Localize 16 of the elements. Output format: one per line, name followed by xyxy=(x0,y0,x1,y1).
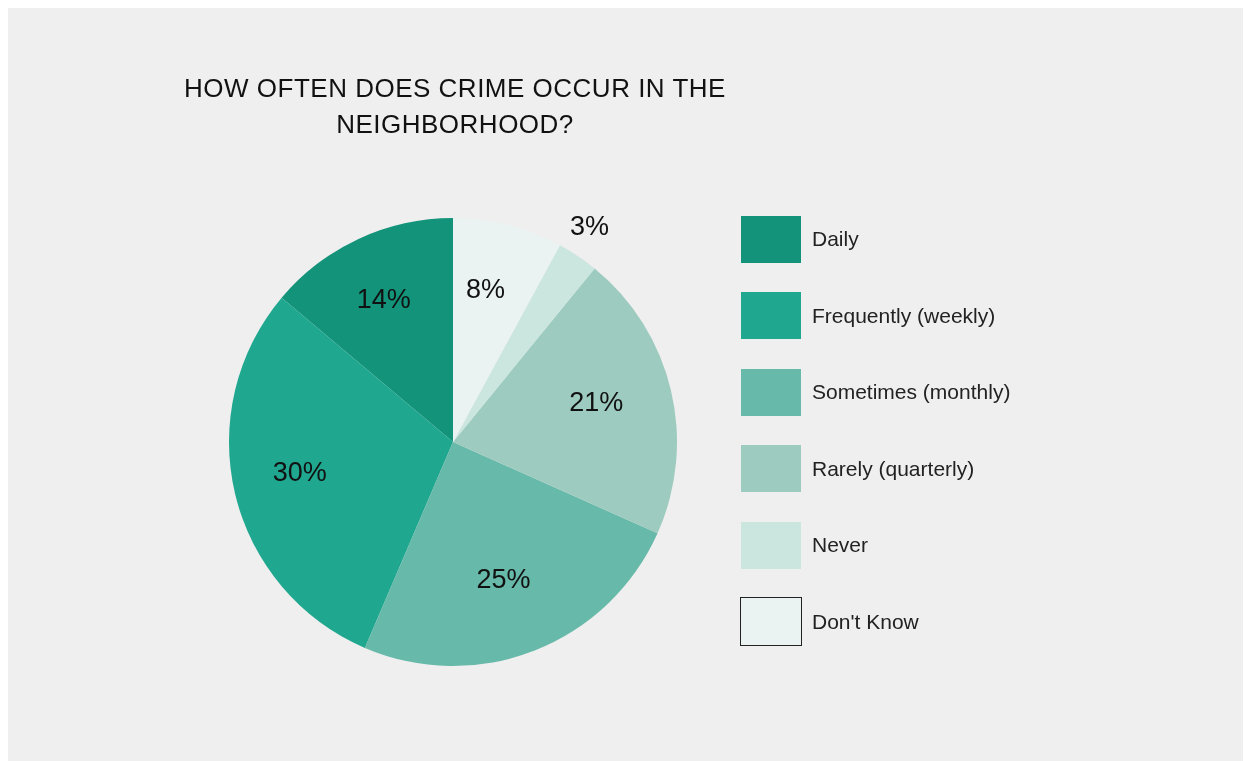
pie-slice xyxy=(281,218,453,442)
data-label: 8% xyxy=(466,274,506,305)
data-label: 30% xyxy=(272,457,327,488)
legend-label: Sometimes (monthly) xyxy=(812,380,1011,405)
legend-label: Don't Know xyxy=(812,609,919,634)
data-label: 14% xyxy=(356,283,411,314)
legend-label: Frequently (weekly) xyxy=(812,303,996,328)
data-label: 25% xyxy=(476,563,531,594)
legend-label: Rarely (quarterly) xyxy=(812,456,975,481)
data-label: 3% xyxy=(570,211,610,242)
legend-label: Daily xyxy=(812,227,859,252)
legend-label: Never xyxy=(812,533,869,558)
pie-slice xyxy=(364,442,658,666)
chart-title: HOW OFTEN DOES CRIME OCCUR IN THE NEIGHBORHOOD? xyxy=(183,72,727,141)
data-label: 21% xyxy=(569,386,624,417)
pie-slice xyxy=(453,268,677,534)
